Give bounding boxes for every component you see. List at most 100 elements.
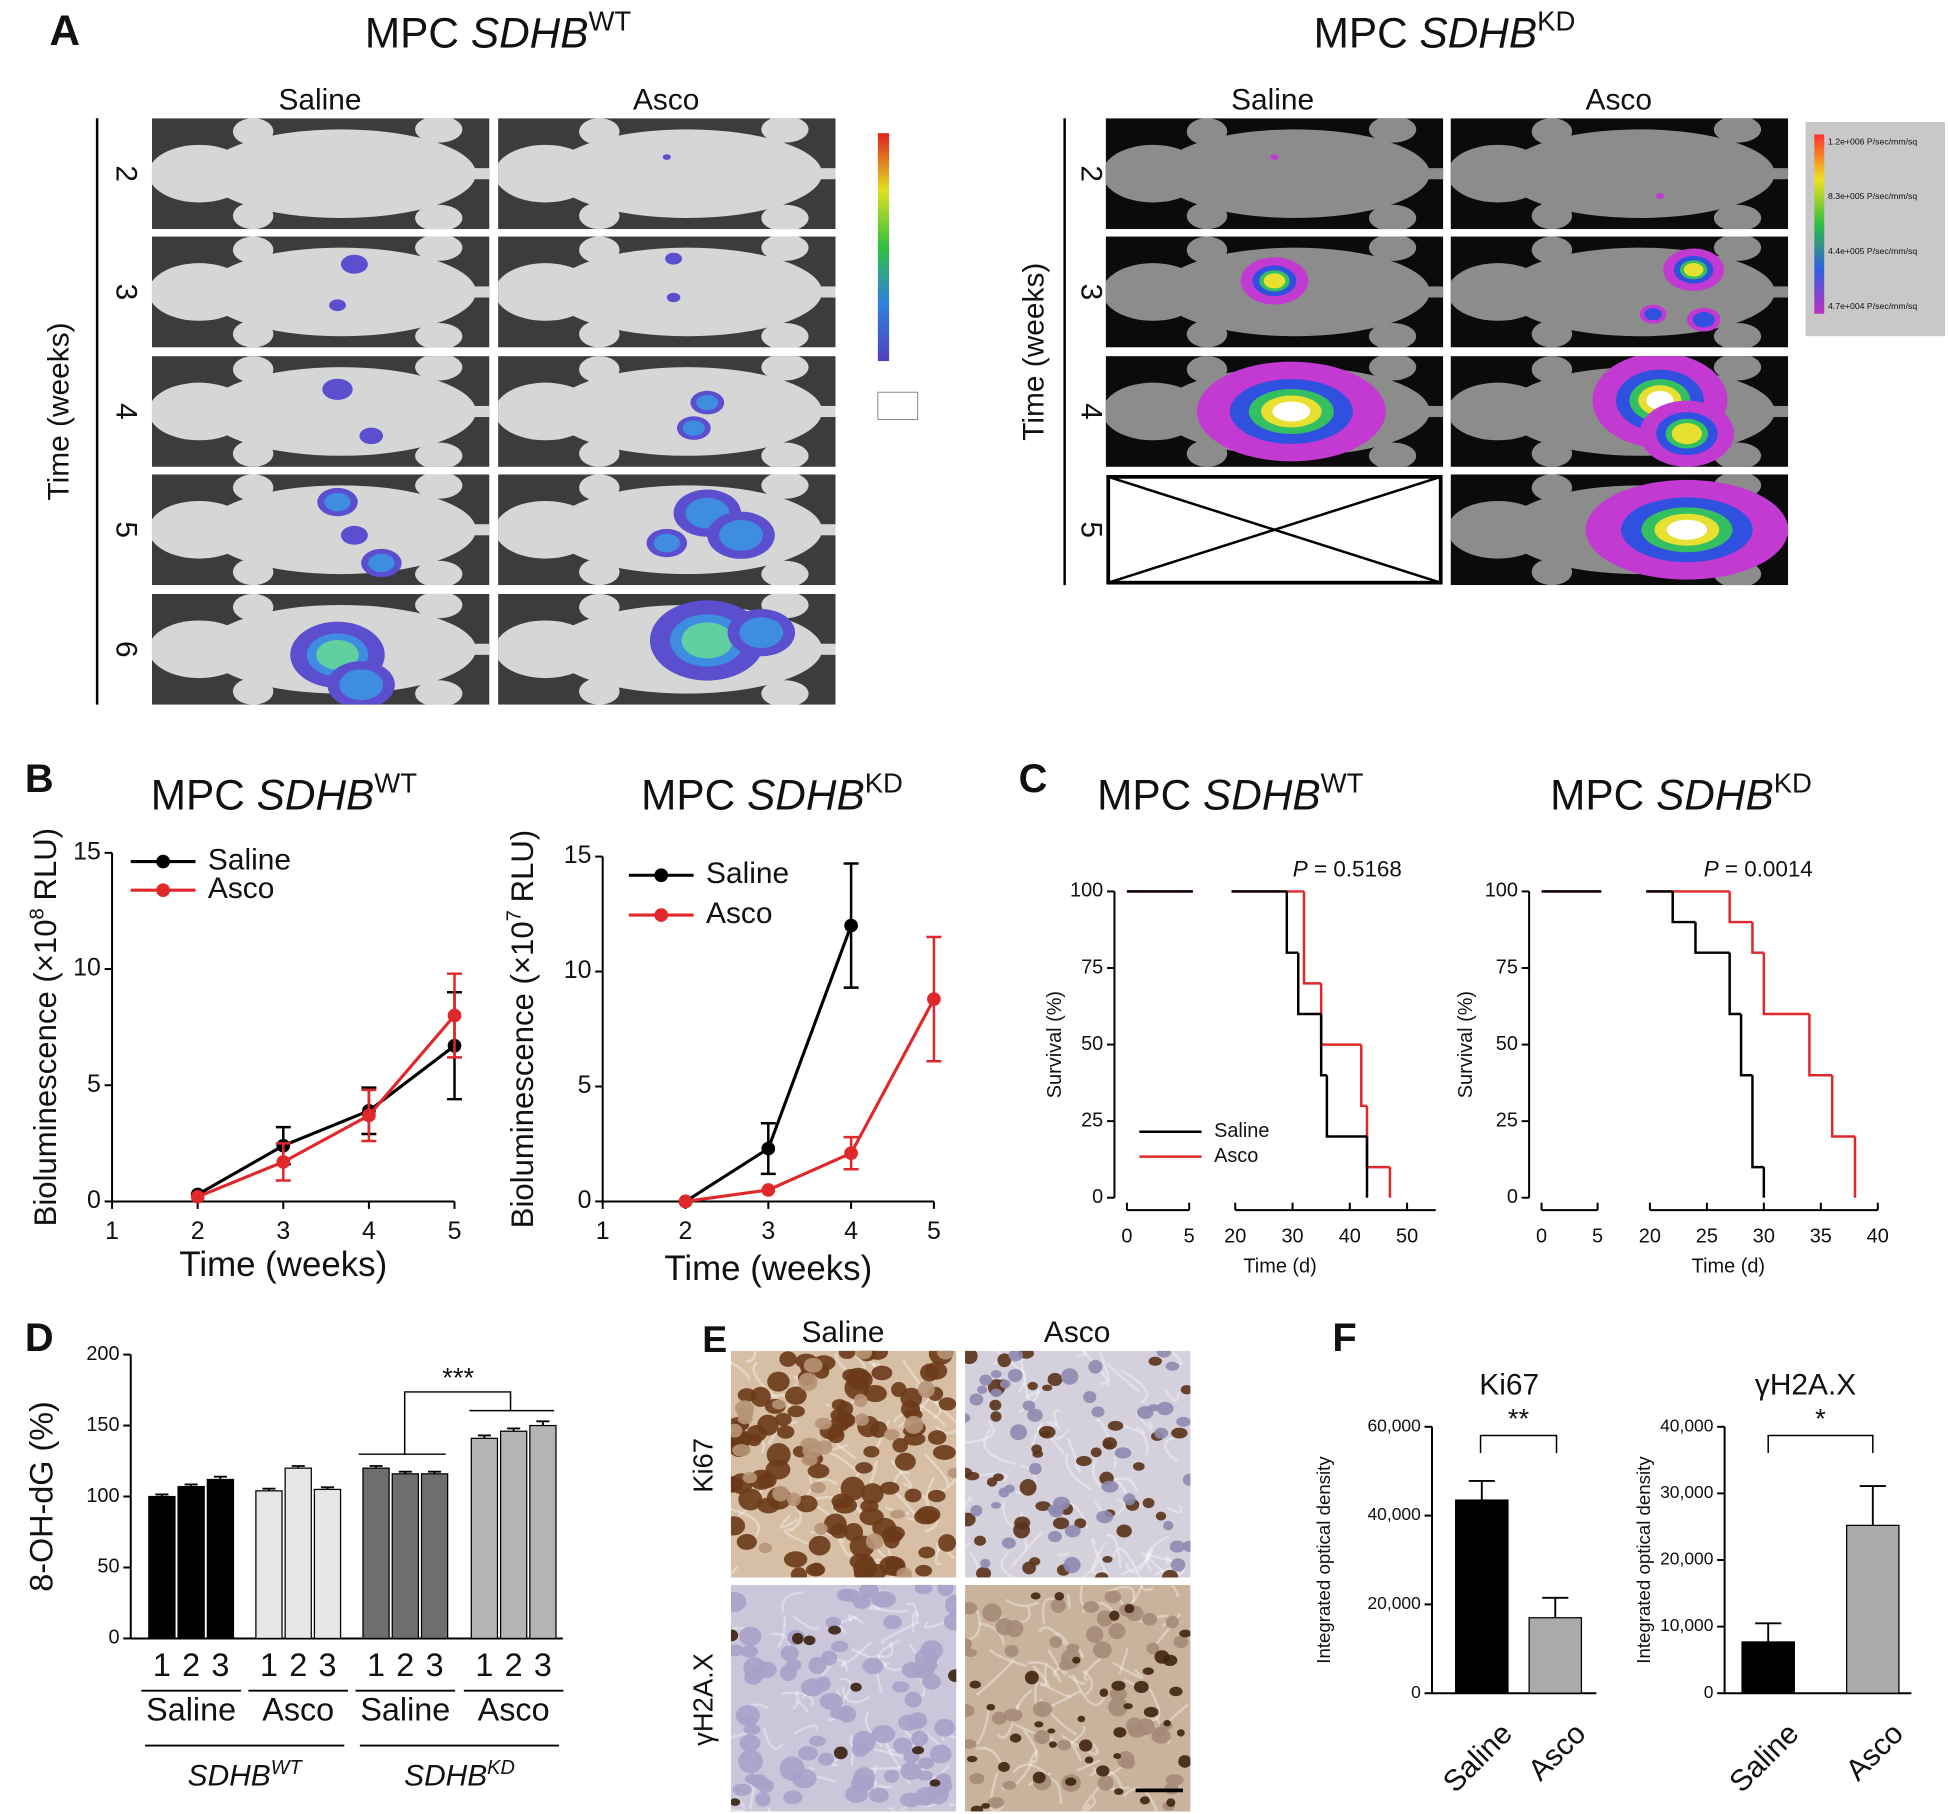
tissue-fiber — [1112, 1661, 1144, 1679]
mouse-leg — [415, 204, 463, 230]
y-tick-label: 40,000 — [1660, 1415, 1714, 1435]
nucleus — [1049, 1636, 1063, 1648]
mouse-image — [498, 593, 836, 705]
signal-blob — [324, 492, 351, 512]
nucleus — [766, 1443, 791, 1467]
ihc-image — [730, 1584, 957, 1812]
nucleus — [896, 1567, 913, 1578]
nucleus — [868, 1787, 889, 1803]
nucleus — [965, 1704, 975, 1717]
nucleus — [1090, 1447, 1102, 1458]
superscript: 7 — [503, 910, 525, 921]
nucleus — [803, 1357, 823, 1373]
nucleus — [980, 1558, 991, 1569]
y-tick-label: 75 — [1081, 956, 1103, 978]
nucleus — [1065, 1777, 1077, 1786]
tissue-fiber — [1140, 1431, 1149, 1456]
x-tick-label: 0 — [1536, 1226, 1547, 1248]
tissue-fiber — [1171, 1584, 1180, 1598]
text-part: SDHB — [1656, 771, 1774, 818]
nucleus — [1002, 1780, 1016, 1790]
mouse-body — [1504, 129, 1775, 219]
nucleus — [807, 1463, 830, 1479]
nucleus — [855, 1462, 873, 1474]
column-label: Saline — [1231, 84, 1314, 117]
significance-bracket — [1479, 1434, 1558, 1453]
nucleus — [1047, 1372, 1063, 1387]
nucleus — [1019, 1479, 1037, 1496]
text-part: MPC — [1550, 771, 1644, 818]
x-tick-label: 1 — [367, 1647, 385, 1683]
legend-label: Saline — [208, 843, 291, 876]
y-tick-label: 5 — [87, 1070, 101, 1098]
x-tick-label: 2 — [289, 1647, 307, 1683]
superscript: WT — [374, 767, 417, 798]
nucleus — [1032, 1701, 1053, 1717]
tissue-fiber — [875, 1641, 894, 1659]
ihc-image — [965, 1350, 1191, 1578]
bar — [148, 1495, 176, 1640]
tissue-fiber — [905, 1602, 918, 1622]
signal-blob — [1683, 262, 1704, 277]
nucleus — [1034, 1721, 1044, 1728]
x-tick-label: 1 — [105, 1217, 119, 1245]
tissue-fiber — [1124, 1548, 1153, 1574]
nucleus — [815, 1676, 831, 1692]
nucleus — [920, 1363, 939, 1382]
nucleus — [1096, 1610, 1114, 1627]
nucleus — [893, 1737, 913, 1754]
mouse-leg — [761, 356, 809, 381]
mouse-body — [205, 247, 476, 337]
nucleus — [979, 1374, 993, 1386]
x-tick-label: 20 — [1639, 1226, 1661, 1248]
x-tick-label: 3 — [534, 1647, 552, 1683]
y-tick-label: 20,000 — [1660, 1549, 1714, 1569]
mouse-leg — [761, 560, 809, 586]
nucleus — [1063, 1556, 1081, 1574]
nucleus — [814, 1417, 832, 1430]
signal-blob — [339, 669, 384, 701]
mouse-leg — [415, 442, 463, 467]
nucleus — [965, 1512, 976, 1527]
nucleus — [965, 1638, 972, 1651]
axis-break — [1601, 886, 1647, 1206]
nucleus — [922, 1660, 938, 1671]
nucleus — [787, 1405, 805, 1418]
x-tick-label: Asco — [1840, 1717, 1910, 1787]
tissue-fiber — [762, 1727, 784, 1750]
tissue-fiber — [1065, 1453, 1092, 1491]
x-axis-label: Time (d) — [1692, 1255, 1765, 1277]
tissue-fiber — [1163, 1435, 1179, 1463]
nucleus — [838, 1350, 856, 1360]
row-title: Time (weeks) — [42, 322, 75, 500]
nucleus — [998, 1761, 1010, 1772]
mouse-tail — [808, 405, 836, 418]
nucleus — [1113, 1727, 1127, 1738]
bar — [1741, 1641, 1795, 1694]
mouse-body — [552, 367, 823, 456]
tissue-fiber — [1020, 1361, 1031, 1403]
x-tick-label: 2 — [182, 1647, 200, 1683]
legend-label: Asco — [1214, 1145, 1258, 1167]
nucleus — [975, 1566, 992, 1578]
survival-step — [1694, 922, 1730, 954]
tissue-fiber — [1002, 1501, 1014, 1528]
tissue-fiber — [1015, 1688, 1033, 1711]
nucleus — [884, 1769, 900, 1783]
nucleus — [927, 1489, 946, 1503]
nucleus — [832, 1497, 858, 1514]
nucleus — [965, 1739, 977, 1749]
nucleus — [830, 1640, 849, 1653]
mouse-head — [498, 263, 596, 321]
tissue-fiber — [1120, 1369, 1149, 1404]
tissue-fiber — [1027, 1772, 1052, 1787]
tissue-fiber — [989, 1648, 1027, 1668]
nucleus — [1163, 1520, 1174, 1531]
nucleus — [863, 1385, 887, 1403]
mouse-head — [1105, 144, 1204, 203]
nucleus — [738, 1749, 763, 1774]
text-part: Bioluminescence (×10 — [505, 921, 540, 1228]
nucleus — [1061, 1368, 1079, 1385]
colorbar-label: 4.4e+005 P/sec/mm/sq — [1828, 246, 1917, 256]
nucleus — [854, 1413, 869, 1426]
